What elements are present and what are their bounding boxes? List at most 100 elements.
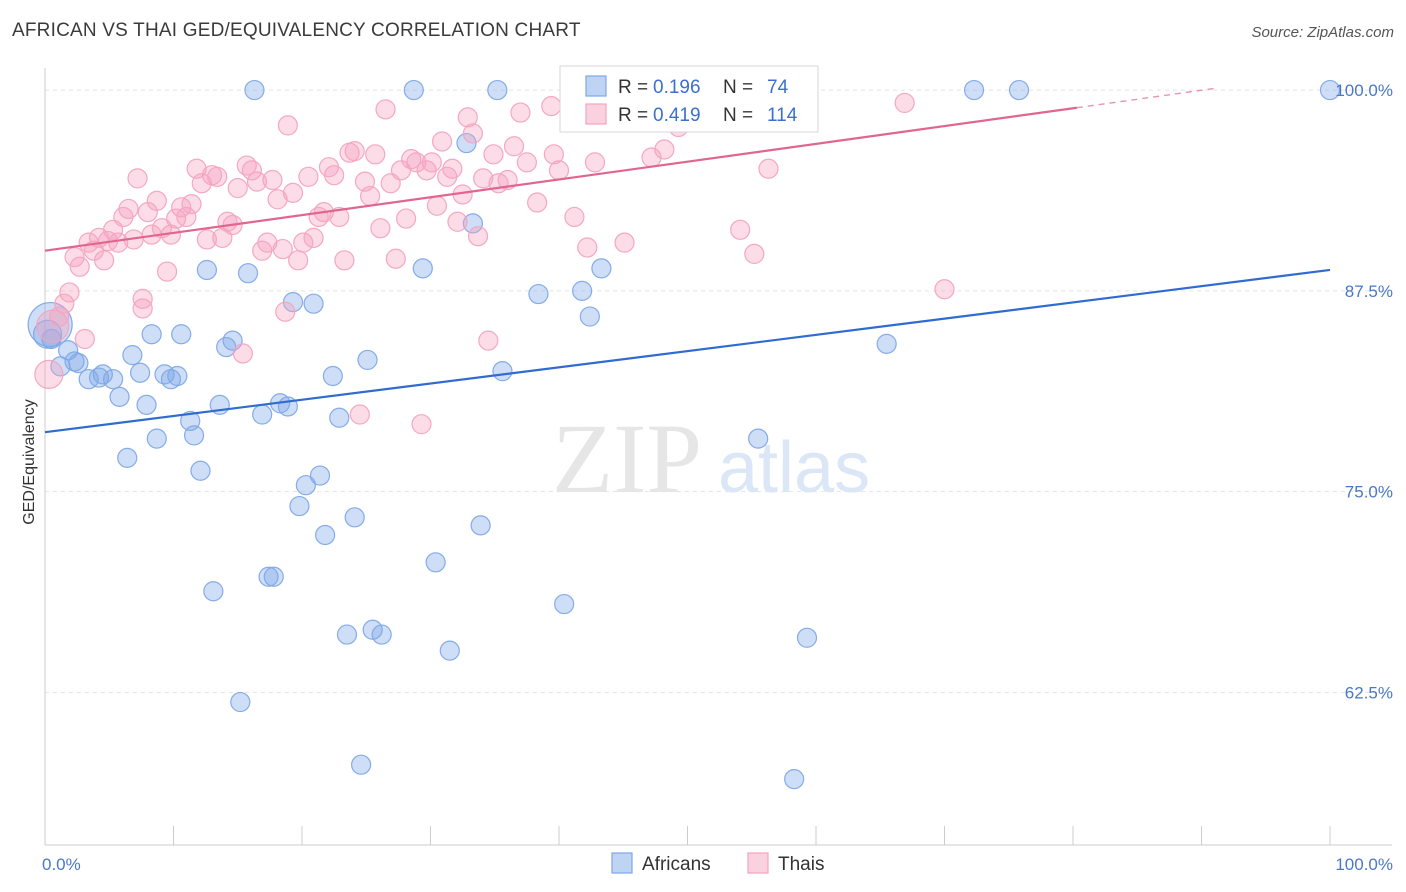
thais-point: [165, 208, 187, 229]
thais-point: [467, 226, 489, 247]
africans-point: [68, 353, 89, 374]
thais-point: [334, 250, 355, 271]
thais-point: [344, 141, 365, 162]
thais-point: [577, 237, 598, 258]
africans-point: [183, 425, 205, 446]
thais-point: [262, 169, 283, 191]
series-legend-label: Thais: [778, 854, 824, 875]
thais-point: [246, 171, 268, 192]
thais-point: [298, 166, 319, 187]
thais-point: [457, 107, 478, 128]
thais-point: [49, 306, 70, 327]
thais-point: [442, 158, 463, 179]
africans-point: [167, 365, 188, 387]
africans-point: [129, 362, 151, 383]
grid-lines: [45, 89, 1390, 693]
africans-point: [230, 691, 251, 713]
thais-point: [329, 206, 350, 228]
legend-r-label: R =: [618, 77, 648, 98]
thais-point: [324, 165, 345, 186]
africans-point: [456, 132, 477, 154]
thais-point: [196, 229, 218, 250]
chart-source: Source: ZipAtlas.com: [1251, 24, 1394, 41]
africans-point: [171, 324, 192, 345]
series-legend-swatch: [747, 852, 769, 874]
africans-point: [528, 283, 549, 305]
africans-point: [117, 447, 138, 468]
legend-n-value: 114: [767, 105, 798, 126]
y-tick-label: 62.5%: [1345, 683, 1393, 702]
thais-point: [272, 238, 293, 260]
thais-point: [146, 190, 167, 211]
thais-point: [282, 182, 304, 203]
legend-n-value: 74: [767, 77, 789, 98]
africans-point: [963, 79, 985, 101]
thais-point: [510, 102, 531, 123]
axes: [44, 68, 1392, 846]
africans-point: [203, 581, 224, 602]
africans-point: [263, 566, 284, 587]
africans-point: [344, 507, 365, 528]
series-legend-label: Africans: [642, 854, 711, 875]
africans-point: [196, 259, 218, 281]
thais-point: [232, 343, 253, 364]
thais-point: [227, 177, 248, 199]
africans-point: [572, 280, 593, 301]
thais-point: [181, 194, 202, 215]
watermark-atlas: atlas: [718, 428, 870, 508]
thais-point: [516, 152, 537, 173]
thais-point: [277, 115, 298, 136]
thais-point: [385, 248, 406, 269]
y-tick-label: 87.5%: [1345, 282, 1393, 301]
thais-point: [548, 160, 570, 181]
africans-point: [351, 754, 372, 775]
thais-point: [127, 168, 148, 189]
africans-point: [784, 769, 805, 790]
africans-point: [92, 364, 113, 385]
africans-point: [295, 475, 316, 496]
africans-point: [876, 333, 897, 354]
watermark-zip: ZIP: [552, 403, 702, 514]
africans-point: [412, 258, 433, 279]
thais-trend-extension: [1076, 87, 1215, 109]
thais-point: [541, 96, 562, 117]
thais-point: [293, 232, 314, 253]
thais-point: [241, 160, 262, 181]
legend-n-label: N =: [723, 77, 753, 98]
thais-point: [462, 123, 484, 144]
africans-point: [1008, 79, 1030, 101]
africans-point: [258, 566, 279, 587]
africans-point: [309, 465, 331, 486]
thais-point: [267, 189, 288, 210]
chart-title: AFRICAN VS THAI GED/EQUIVALENCY CORRELAT…: [12, 20, 581, 41]
thais-point: [375, 99, 396, 120]
thais-point: [257, 232, 278, 253]
thais-point: [406, 152, 427, 173]
data-points: [27, 79, 1341, 790]
africans-point: [796, 627, 818, 648]
africans-point: [303, 293, 324, 314]
africans-point: [336, 624, 358, 645]
thais-point: [503, 136, 525, 157]
stats-legend: R = 0.196 N = 74 R = 0.419 N = 114: [559, 65, 819, 133]
africans-point: [748, 428, 769, 449]
tick-labels: 100.0% 87.5% 75.0% 62.5% 0.0% 100.0%: [42, 81, 1393, 874]
thais-point: [118, 198, 139, 220]
thais-point: [527, 192, 548, 213]
thais-point: [426, 195, 448, 216]
africans-point: [371, 624, 392, 645]
thais-point: [288, 250, 309, 271]
africans-point: [122, 344, 143, 366]
africans-point: [237, 263, 259, 284]
africans-point: [109, 386, 130, 407]
thais-point: [894, 92, 915, 114]
x-tick-label: 100.0%: [1335, 855, 1393, 874]
thais-point: [156, 261, 178, 282]
thais-point: [69, 256, 90, 277]
thais-point: [447, 211, 468, 232]
thais-point: [191, 173, 212, 194]
africans-point: [579, 306, 600, 327]
africans-point: [289, 495, 310, 517]
thais-point: [758, 158, 779, 179]
thais-point: [564, 206, 585, 228]
